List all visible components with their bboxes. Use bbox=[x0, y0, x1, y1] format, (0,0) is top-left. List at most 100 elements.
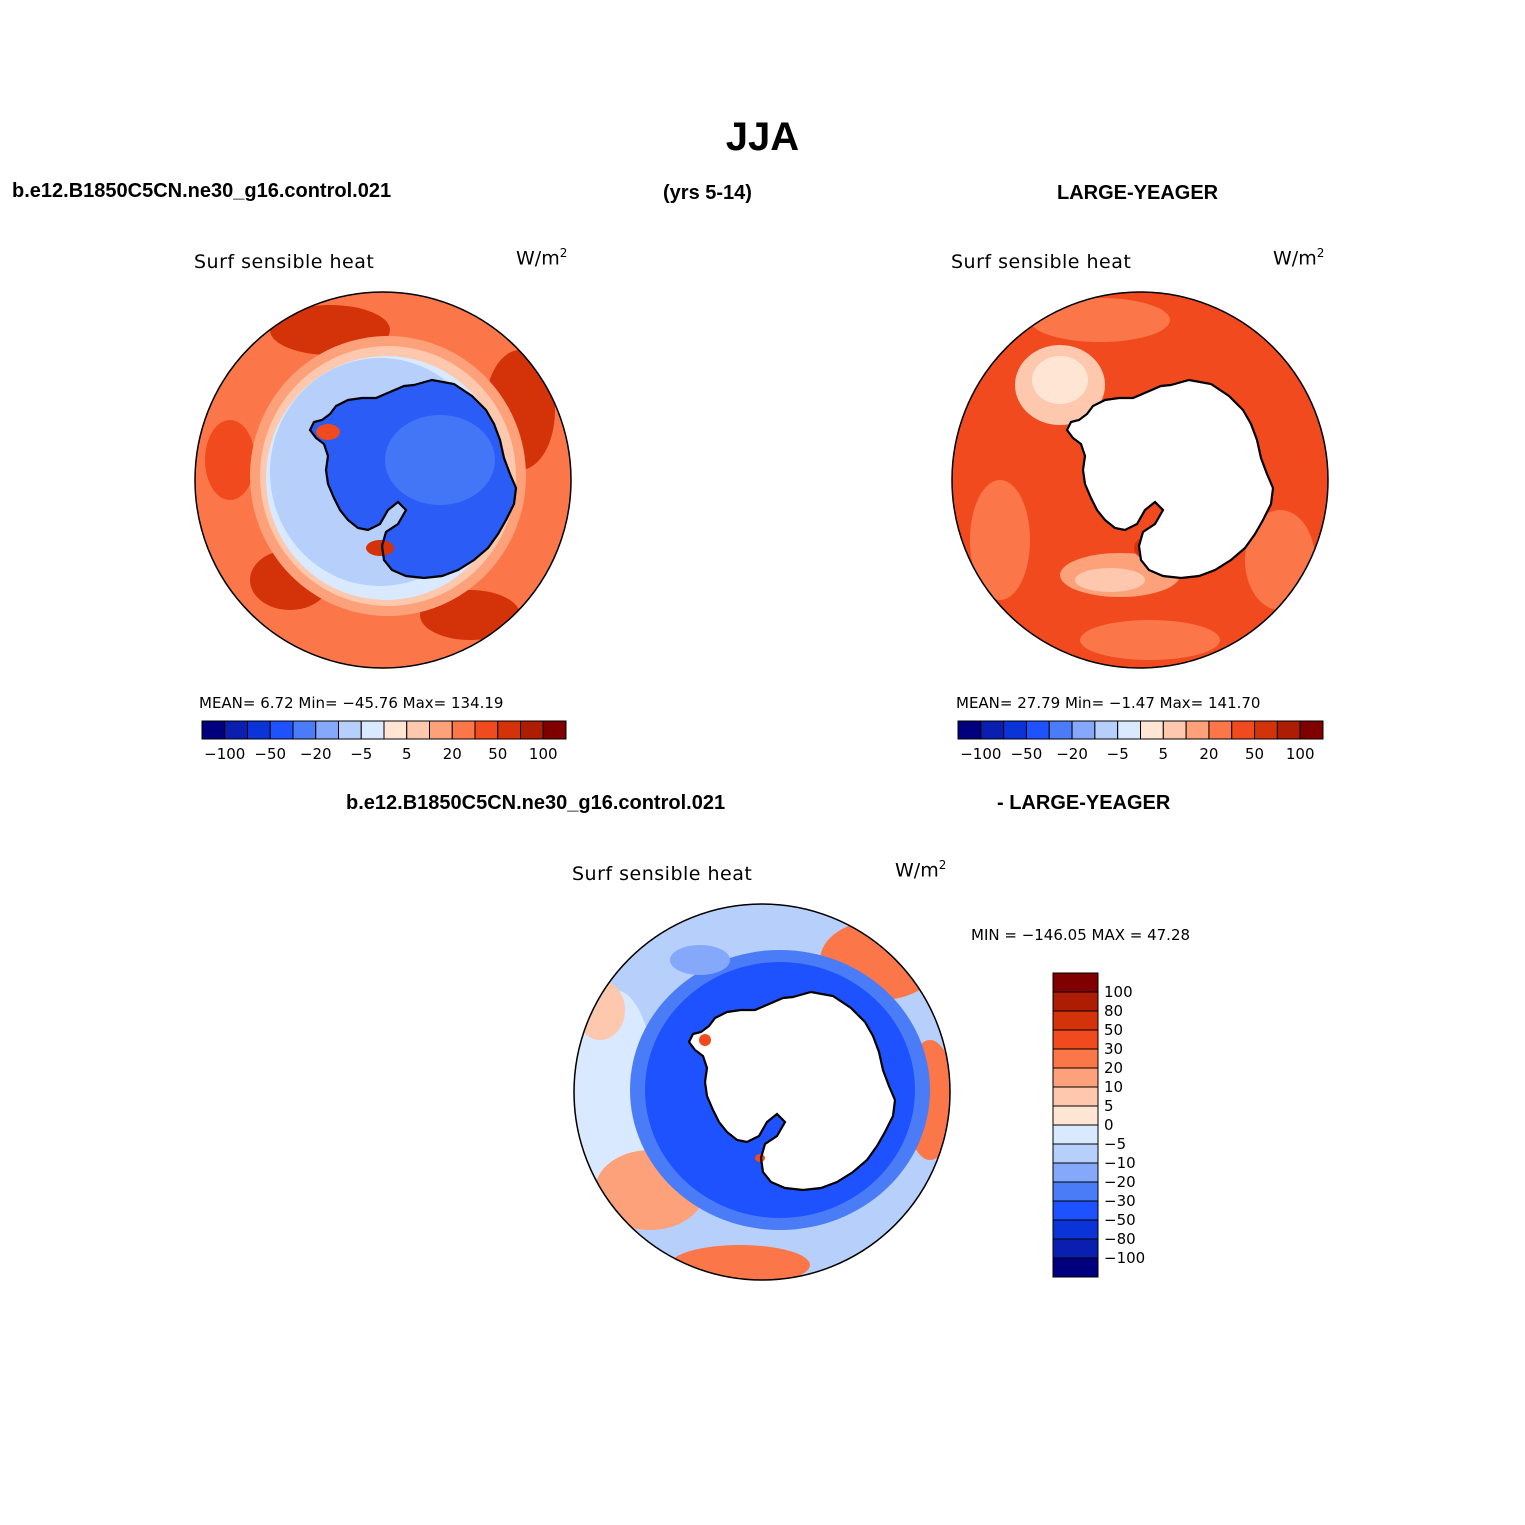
panel1-units: W/m2 bbox=[516, 246, 568, 270]
panel1-map bbox=[194, 291, 572, 669]
diff-case2-label: - LARGE-YEAGER bbox=[997, 792, 1171, 814]
colorbar-tick-label: 80 bbox=[1104, 1002, 1123, 1020]
colorbar-tick-label: −80 bbox=[1104, 1230, 1136, 1248]
colorbar-box bbox=[1052, 991, 1099, 1012]
colorbar-box bbox=[1094, 720, 1119, 740]
colorbar-box bbox=[497, 720, 521, 740]
panel2-title: Surf sensible heat bbox=[951, 251, 1132, 273]
colorbar-tick-label: −50 bbox=[1104, 1211, 1136, 1229]
panel2-colorbar: −100 −50 −20 −5 5 20 50 100 bbox=[957, 720, 1324, 763]
panel2-stats: MEAN= 27.79 Min= −1.47 Max= 141.70 bbox=[956, 694, 1261, 712]
colorbar-box bbox=[1025, 720, 1050, 740]
colorbar-box bbox=[1140, 720, 1164, 740]
panel2-map bbox=[951, 291, 1329, 669]
colorbar-tick-label: −30 bbox=[1104, 1192, 1136, 1210]
colorbar-box bbox=[1052, 1219, 1099, 1240]
panel1-title: Surf sensible heat bbox=[194, 251, 375, 273]
colorbar-box bbox=[1052, 1067, 1099, 1088]
colorbar-box bbox=[1052, 1048, 1099, 1069]
colorbar-tick-label: −5 bbox=[1107, 745, 1129, 763]
colorbar-box bbox=[1052, 1010, 1099, 1031]
diff-case1-label: b.e12.B1850C5CN.ne30_g16.control.021 bbox=[346, 792, 726, 814]
colorbar-box bbox=[1231, 720, 1256, 740]
colorbar-box bbox=[1276, 720, 1301, 740]
case1-label: b.e12.B1850C5CN.ne30_g16.control.021 bbox=[12, 180, 392, 202]
colorbar-box bbox=[520, 720, 544, 740]
case2-label: LARGE-YEAGER bbox=[1057, 182, 1219, 204]
colorbar-box bbox=[1052, 1162, 1099, 1183]
colorbar-box bbox=[980, 720, 1005, 740]
panel3-title: Surf sensible heat bbox=[572, 863, 753, 885]
colorbar-box bbox=[406, 720, 430, 740]
colorbar-tick-label: −100 bbox=[204, 745, 245, 763]
colorbar-box bbox=[429, 720, 453, 740]
colorbar-box bbox=[1052, 972, 1099, 993]
colorbar-tick-label: 20 bbox=[1104, 1059, 1123, 1077]
years-label: (yrs 5-14) bbox=[663, 182, 752, 204]
colorbar-tick-label: 0 bbox=[1104, 1116, 1114, 1134]
colorbar-box bbox=[1052, 1238, 1099, 1259]
colorbar-box bbox=[338, 720, 362, 740]
colorbar-box bbox=[292, 720, 317, 740]
colorbar-tick-label: −50 bbox=[1011, 745, 1043, 763]
colorbar-box bbox=[1052, 1086, 1099, 1107]
colorbar-box bbox=[201, 720, 226, 740]
colorbar-tick-label: −100 bbox=[960, 745, 1001, 763]
colorbar-tick-label: 20 bbox=[443, 745, 462, 763]
panel1-colorbar: −100 −50 −20 −5 5 20 50 100 bbox=[201, 720, 567, 763]
colorbar-box bbox=[1071, 720, 1096, 740]
panel2-units: W/m2 bbox=[1273, 246, 1325, 270]
colorbar-box bbox=[1117, 720, 1141, 740]
colorbar-box bbox=[315, 720, 339, 740]
colorbar-tick-label: 100 bbox=[1104, 983, 1133, 1001]
colorbar-box bbox=[474, 720, 499, 740]
colorbar-tick-label: −5 bbox=[350, 745, 372, 763]
colorbar-tick-label: 50 bbox=[1104, 1021, 1123, 1039]
panel1-stats: MEAN= 6.72 Min= −45.76 Max= 134.19 bbox=[199, 694, 504, 712]
colorbar-tick-label: 5 bbox=[1104, 1097, 1114, 1115]
colorbar-box bbox=[383, 720, 408, 740]
main-title: JJA bbox=[725, 115, 800, 159]
colorbar-tick-label: −50 bbox=[254, 745, 286, 763]
panel3-units: W/m2 bbox=[895, 858, 947, 882]
colorbar-tick-label: 5 bbox=[1159, 745, 1169, 763]
colorbar-tick-label: −20 bbox=[1056, 745, 1088, 763]
colorbar-tick-label: −20 bbox=[1104, 1173, 1136, 1191]
colorbar-box bbox=[1052, 1200, 1099, 1221]
colorbar-tick-label: −10 bbox=[1104, 1154, 1136, 1172]
colorbar-tick-label: 50 bbox=[488, 745, 507, 763]
colorbar-box bbox=[1208, 720, 1233, 740]
colorbar-tick-label: 100 bbox=[529, 745, 558, 763]
colorbar-box bbox=[247, 720, 271, 740]
colorbar-tick-label: 5 bbox=[402, 745, 412, 763]
colorbar-tick-label: −5 bbox=[1104, 1135, 1126, 1153]
colorbar-box bbox=[451, 720, 476, 740]
colorbar-box bbox=[1162, 720, 1187, 740]
colorbar-tick-label: −100 bbox=[1104, 1249, 1145, 1267]
colorbar-box bbox=[1003, 720, 1027, 740]
panel3-map bbox=[573, 903, 951, 1281]
colorbar-box bbox=[269, 720, 294, 740]
colorbar-tick-label: 30 bbox=[1104, 1040, 1123, 1058]
colorbar-tick-label: 100 bbox=[1286, 745, 1315, 763]
colorbar-box bbox=[1048, 720, 1073, 740]
colorbar-box bbox=[957, 720, 982, 740]
colorbar-box bbox=[1299, 720, 1324, 740]
colorbar-box bbox=[224, 720, 248, 740]
colorbar-tick-label: 50 bbox=[1245, 745, 1264, 763]
colorbar-box bbox=[1052, 1105, 1099, 1126]
colorbar-box bbox=[542, 720, 567, 740]
colorbar-tick-label: 10 bbox=[1104, 1078, 1123, 1096]
colorbar-tick-label: −20 bbox=[300, 745, 332, 763]
colorbar-box bbox=[1254, 720, 1278, 740]
colorbar-box bbox=[360, 720, 385, 740]
panel3-stats: MIN = −146.05 MAX = 47.28 bbox=[971, 926, 1191, 944]
colorbar-box bbox=[1052, 1143, 1099, 1164]
colorbar-box bbox=[1185, 720, 1210, 740]
colorbar-box bbox=[1052, 1257, 1099, 1278]
colorbar-box bbox=[1052, 1181, 1099, 1202]
colorbar-box bbox=[1052, 1029, 1099, 1050]
colorbar-box bbox=[1052, 1124, 1099, 1145]
